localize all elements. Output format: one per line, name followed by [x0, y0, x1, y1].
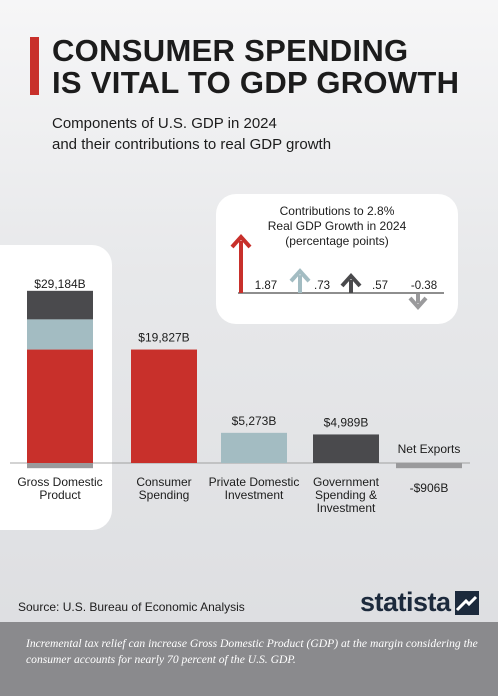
inset-title-line-1: Contributions to 2.8% — [279, 204, 395, 218]
inset-title-line-2: Real GDP Growth in 2024 — [267, 219, 407, 233]
source-note: Source: U.S. Bureau of Economic Analysis — [18, 600, 245, 614]
gdp-stack-segment-3 — [27, 290, 93, 320]
category-label-1-line-2: Product — [39, 488, 81, 502]
growth-arrow-head-3 — [340, 272, 362, 288]
growth-arrow-3 — [340, 272, 362, 293]
growth-contributions-panel: Contributions to 2.8% Real GDP Growth in… — [216, 194, 458, 324]
bar-4 — [313, 434, 379, 463]
gdp-components-chart: $29,184B $19,827B $5,273B $4,989B -$906B Gros… — [10, 277, 470, 515]
category-label-5-line-1: Net Exports — [398, 442, 461, 456]
growth-value-label-4: -0.38 — [411, 280, 437, 292]
growth-contributions-chart: 1.87 .73 .57 -0.38 — [230, 234, 444, 311]
title-line-2: IS VITAL TO GDP GROWTH — [52, 65, 460, 100]
page-subtitle: Components of U.S. GDP in 2024 and their… — [52, 113, 331, 155]
bar-2 — [131, 349, 197, 463]
footnote-text: Incremental tax relief can increase Gros… — [26, 637, 478, 666]
growth-arrow-head-4 — [408, 296, 428, 311]
footnote-banner: Incremental tax relief can increase Gros… — [0, 622, 498, 696]
value-label-4: $4,989B — [324, 415, 369, 429]
growth-arrow-2 — [289, 268, 311, 293]
category-label-3-line-2: Investment — [225, 488, 284, 502]
category-label-4-line-3: Investment — [317, 501, 376, 515]
statista-logo: statista — [360, 587, 479, 618]
statista-mark-icon — [454, 590, 479, 615]
growth-arrow-4 — [408, 294, 428, 311]
value-label-5: -$906B — [410, 481, 449, 495]
gdp-stack-segment-2 — [27, 319, 93, 350]
growth-value-label-3: .57 — [372, 280, 388, 292]
growth-arrow-head-2 — [289, 268, 311, 283]
category-label-4-line-2: Spending & — [315, 488, 377, 502]
page-title: CONSUMER SPENDING IS VITAL TO GDP GROWTH — [52, 35, 459, 99]
gdp-stack-segment-4 — [27, 463, 93, 469]
category-label-2-line-1: Consumer — [136, 475, 191, 489]
subtitle-line-1: Components of U.S. GDP in 2024 — [52, 115, 277, 132]
category-label-3-line-1: Private Domestic — [209, 475, 300, 489]
value-label-3: $5,273B — [232, 414, 277, 428]
inset-title-line-3: (percentage points) — [285, 234, 389, 248]
logo-wordmark: statista — [360, 587, 451, 617]
category-label-2-line-2: Spending — [139, 488, 190, 502]
gdp-stack-segment-1 — [27, 349, 93, 463]
title-line-1: CONSUMER SPENDING — [52, 33, 409, 68]
category-label-4-line-1: Government — [313, 475, 380, 489]
bar-3 — [221, 432, 287, 463]
growth-arrow-head-1 — [230, 234, 252, 249]
growth-arrow-1 — [230, 234, 252, 293]
growth-value-label-2: .73 — [314, 280, 330, 292]
bar-5 — [396, 463, 462, 469]
value-label-2: $19,827B — [138, 331, 189, 345]
title-accent-bar — [30, 37, 39, 95]
subtitle-line-2: and their contributions to real GDP grow… — [52, 136, 332, 153]
value-label-1: $29,184B — [34, 277, 85, 291]
growth-value-label-1: 1.87 — [255, 280, 277, 292]
category-label-1-line-1: Gross Domestic — [17, 475, 102, 489]
inset-title: Contributions to 2.8% Real GDP Growth in… — [216, 204, 458, 249]
